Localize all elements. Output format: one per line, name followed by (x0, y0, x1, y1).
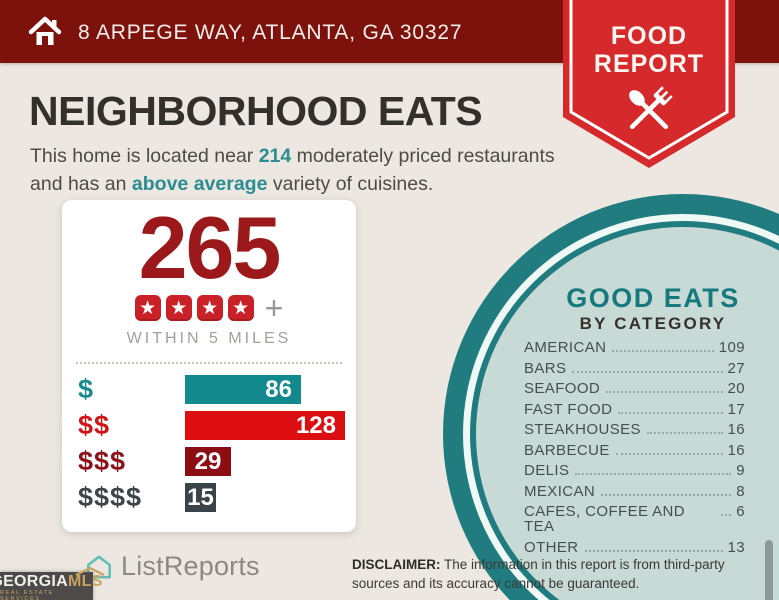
category-name: AMERICAN (524, 339, 607, 356)
disclaimer-text: DISCLAIMER: The information in this repo… (352, 556, 754, 593)
category-count: 16 (727, 421, 745, 438)
dotted-leader (618, 411, 723, 414)
price-tier-bar: 86 (185, 375, 301, 404)
dotted-leader (572, 370, 723, 373)
category-count: 20 (727, 380, 745, 397)
ribbon-line1: FOOD (611, 22, 687, 50)
category-name: BARBECUE (524, 441, 610, 459)
dotted-leader (721, 514, 732, 516)
property-address: 8 ARPEGE WAY, ATLANTA, GA 30327 (78, 20, 463, 44)
category-name: CAFES, COFFEE AND TEA (524, 503, 685, 536)
dotted-leader (584, 549, 723, 552)
food-report-ribbon: FOOD REPORT (563, 0, 735, 168)
summary-text: This home is located near (30, 145, 259, 167)
scrollbar-thumb[interactable] (765, 540, 773, 600)
ribbon-line2: REPORT (594, 50, 704, 78)
dotted-leader (606, 391, 723, 393)
rating-star-icon: ★ (196, 295, 223, 321)
mls-text: MLS (68, 573, 103, 590)
listreports-logo: ListReports (84, 551, 260, 582)
category-row: MEXICAN 8 (524, 482, 745, 500)
category-row: SEAFOOD 20 (524, 381, 745, 396)
category-name: STEAKHOUSES (524, 421, 641, 438)
price-tier-label: $$$$ (78, 482, 143, 512)
listreports-wordmark: ListReports (121, 551, 260, 581)
disclaimer-label: DISCLAIMER: (352, 557, 441, 572)
category-count: 27 (727, 359, 745, 377)
category-count: 9 (736, 462, 745, 479)
category-count: 6 (736, 503, 745, 520)
good-eats-circle (443, 194, 779, 600)
category-count: 13 (727, 538, 745, 556)
georgia-mls-wordmark: GEORGIAMLS (0, 567, 105, 590)
category-row: CAFES, COFFEE AND TEA 6 (524, 503, 745, 536)
category-name: MEXICAN (524, 482, 596, 500)
category-count: 109 (718, 339, 745, 356)
rating-star-icon: ★ (227, 295, 254, 321)
category-row: BARBECUE 16 (524, 441, 745, 459)
price-tier-bar: 128 (185, 411, 345, 440)
category-name: BARS (524, 359, 567, 377)
dotted-leader (601, 493, 732, 496)
category-row: DELIS 9 (524, 463, 745, 478)
restaurant-count-highlight: 214 (258, 145, 292, 167)
rating-star-icon: ★ (165, 295, 192, 321)
price-tier-label: $$$ (78, 446, 127, 476)
category-row: OTHER 13 (524, 540, 745, 555)
summary-text: moderately priced restaurants and has an (30, 145, 555, 195)
dotted-leader (612, 350, 714, 352)
category-name: OTHER (524, 538, 579, 556)
category-list: AMERICAN 109 BARS 27 SEAFOOD 20 FAST FOOD 17 STE… (524, 340, 745, 555)
variety-highlight: above average (131, 172, 268, 195)
category-count: 16 (727, 441, 745, 459)
price-tier-bar: 15 (185, 483, 216, 512)
price-bar-row: $$$ 29 (78, 447, 356, 476)
category-count: 8 (736, 482, 745, 500)
bar-value: 86 (265, 375, 292, 403)
dotted-divider (76, 362, 342, 364)
price-bar-row: $$$$ 15 (78, 483, 356, 512)
summary-sentence: This home is located near 214 moderately… (30, 143, 575, 198)
category-row: AMERICAN 109 (524, 340, 745, 355)
bar-value: 15 (187, 483, 214, 511)
georgia-mls-badge: GEORGIAMLS REAL ESTATE SERVICES (0, 567, 105, 600)
category-row: STEAKHOUSES 16 (524, 422, 745, 437)
georgia-text: GEORGIA (0, 573, 68, 590)
price-tier-bar-chart: $86 $$ 128 $$$ 29 $$$$ 15 (62, 375, 356, 512)
category-row: BARS 27 (524, 359, 745, 377)
price-tier-label: $ (78, 374, 95, 404)
radius-label: WITHIN 5 MILES (126, 330, 292, 347)
price-bar-row: $86 (78, 375, 356, 404)
category-name: DELIS (524, 462, 570, 479)
category-row: FAST FOOD 17 (524, 400, 745, 418)
bar-value: 128 (295, 411, 336, 439)
restaurant-stats-card: 265 ★ ★ ★ ★ + WITHIN 5 MILES $86 $$ 128 $$$ 29 $… (62, 200, 356, 532)
disclaimer-body: The information in this report is from t… (352, 557, 725, 591)
category-count: 17 (727, 400, 745, 418)
georgia-mls-tagline: REAL ESTATE SERVICES (0, 590, 54, 600)
total-restaurants-number: 265 (138, 198, 282, 297)
price-bar-row: $$ 128 (78, 411, 356, 440)
plus-icon: + (264, 290, 284, 326)
dotted-leader (615, 452, 723, 455)
spoon-and-fork-icon (629, 86, 673, 130)
category-name: SEAFOOD (524, 380, 601, 397)
price-tier-bar: 29 (185, 447, 231, 476)
category-name: FAST FOOD (524, 400, 613, 418)
mls-roof-icon (75, 567, 105, 576)
dotted-leader (575, 473, 732, 475)
rating-star-icon: ★ (134, 295, 161, 321)
page-title: NEIGHBORHOOD EATS (29, 88, 483, 134)
dotted-leader (646, 432, 723, 434)
summary-text: variety of cuisines. (267, 172, 434, 195)
good-eats-title: GOOD EATS (566, 283, 740, 313)
good-eats-subtitle: BY CATEGORY (579, 314, 727, 333)
bar-value: 29 (194, 447, 222, 475)
home-icon (28, 16, 62, 45)
price-tier-label: $$ (78, 410, 111, 440)
rating-stars-row: ★ ★ ★ ★ + (62, 290, 356, 326)
